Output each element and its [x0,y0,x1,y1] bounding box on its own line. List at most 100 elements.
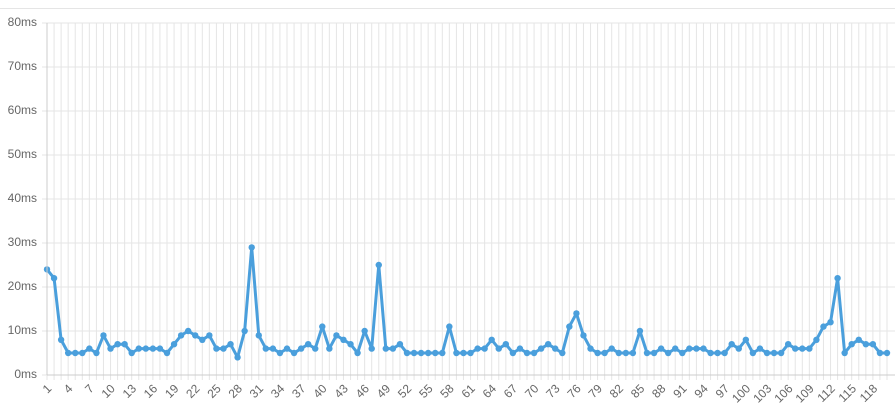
point [834,275,841,282]
x-tick-label: 70 [522,381,542,401]
x-tick-label: 13 [120,381,140,401]
x-tick-label: 40 [310,381,330,401]
point [276,349,284,357]
point [255,332,262,339]
point [523,349,531,357]
point [354,349,361,357]
x-tick-label: 91 [670,381,690,401]
point [848,341,855,348]
point [368,345,375,352]
point [841,349,848,357]
point [269,345,277,352]
x-tick-label: 109 [793,381,817,405]
y-tick-label: 40ms [8,191,37,205]
y-tick-label: 20ms [8,279,37,293]
point [700,345,707,352]
y-tick-label: 50ms [8,147,37,161]
point [693,345,700,352]
point [100,332,107,339]
point [629,349,637,357]
point [417,349,425,357]
point [855,336,862,343]
x-tick-label: 1 [40,381,55,396]
x-tick-label: 16 [141,381,161,401]
point [869,341,877,348]
point [495,345,502,352]
point [587,345,594,352]
point [530,349,538,357]
x-tick-label: 64 [480,381,500,401]
point [770,349,778,357]
point [883,349,891,357]
x-tick-label: 115 [836,381,860,405]
point [227,341,234,348]
line [45,245,887,359]
x-tick-label: 100 [729,381,753,405]
point [643,349,651,357]
point [446,323,453,330]
y-tick-label: 70ms [8,59,37,73]
point [820,323,827,330]
point [728,341,735,348]
point [594,349,601,357]
point [107,345,114,352]
x-tick-label: 88 [649,381,669,401]
point [608,345,615,352]
point [114,341,121,348]
point [410,349,418,357]
point [516,345,524,352]
point [714,349,721,357]
point [72,349,79,357]
point [481,345,488,352]
x-tick-label: 94 [691,381,711,401]
point [622,349,630,357]
point [615,349,622,357]
point [290,349,298,357]
x-tick-label: 34 [268,381,288,401]
point [439,349,446,357]
point [601,349,608,357]
point [777,349,785,357]
y-tick-label: 80ms [8,15,37,29]
point [559,349,566,357]
y-tick-label: 10ms [8,323,37,337]
point [657,345,665,352]
x-tick-label: 76 [564,381,584,401]
point [121,341,128,348]
x-tick-label: 112 [814,381,838,405]
point [424,349,432,357]
point [756,345,764,352]
x-tick-label: 118 [857,381,881,405]
point [799,345,806,352]
point [149,345,157,352]
point [784,341,792,348]
point [199,336,206,343]
x-tick-label: 7 [82,381,97,396]
point [742,336,750,343]
point [453,349,460,357]
x-tick-label: 61 [459,381,479,401]
point [382,345,390,352]
x-tick-label: 22 [183,381,203,401]
point [636,327,644,335]
point [283,345,291,352]
x-tick-label: 73 [543,381,563,401]
point [721,349,728,357]
point [135,345,142,352]
point [650,349,658,357]
point [403,349,411,357]
point [170,341,178,348]
x-tick-label: 31 [247,381,267,401]
point [544,341,552,348]
point [396,341,404,348]
x-tick-label: 10 [99,381,119,401]
point [142,345,150,352]
point [347,341,354,348]
x-tick-label: 55 [416,381,436,401]
x-tick-label: 67 [501,381,521,401]
point [86,345,93,352]
point [672,345,679,352]
point [537,345,545,352]
